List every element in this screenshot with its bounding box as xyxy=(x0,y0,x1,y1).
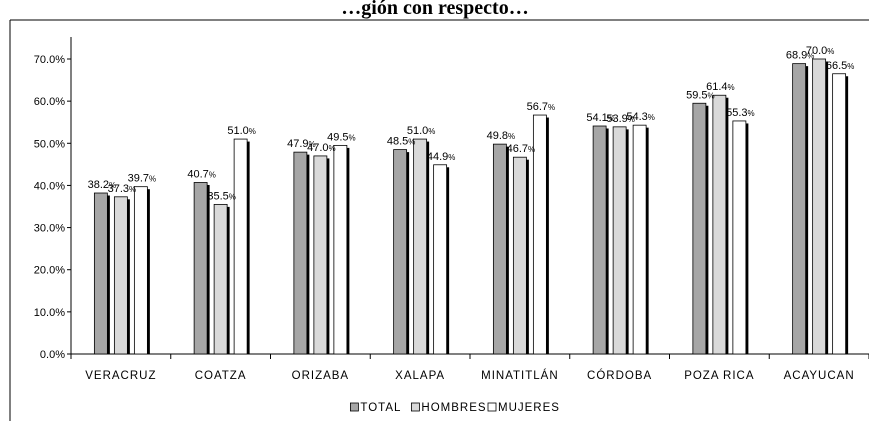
data-label: 56.7% xyxy=(527,101,556,113)
bar-hombres xyxy=(812,58,827,355)
legend: TOTAL HOMBRES MUJERES xyxy=(349,402,560,414)
bar-mujeres xyxy=(732,120,747,355)
data-label: 66.5% xyxy=(826,60,855,72)
y-tick-label: 20.0% xyxy=(34,265,65,277)
bar-hombres xyxy=(712,94,727,355)
bar-total xyxy=(692,102,707,355)
bar-mujeres xyxy=(133,186,148,355)
y-tick-label: 10.0% xyxy=(34,307,65,319)
bar-hombres xyxy=(512,156,527,355)
bar-mujeres xyxy=(433,164,448,355)
bars xyxy=(93,58,849,355)
data-label: 46.7% xyxy=(507,143,536,155)
x-tick-label: MINATITLÁN xyxy=(481,369,559,382)
legend-swatch-mujeres xyxy=(487,402,497,412)
x-tick-label: CÓRDOBA xyxy=(587,369,652,382)
y-tick-label: 0.0% xyxy=(40,349,65,361)
data-label: 61.4% xyxy=(706,81,735,93)
data-label: 68.9% xyxy=(786,50,815,62)
data-label: 37.3% xyxy=(108,183,137,195)
legend-label: MUJERES xyxy=(498,402,560,414)
bar-hombres xyxy=(413,138,428,355)
bar-total xyxy=(93,192,108,355)
bar-mujeres xyxy=(632,124,647,355)
y-tick-label: 30.0% xyxy=(34,223,65,235)
data-label: 70.0% xyxy=(806,45,835,57)
bar-total xyxy=(592,125,607,355)
data-label: 35.5% xyxy=(207,190,236,202)
x-tick-label: COATZA xyxy=(195,370,247,382)
data-label: 40.7% xyxy=(187,168,216,180)
x-tick-label: XALAPA xyxy=(395,370,445,382)
legend-label: HOMBRES xyxy=(421,402,486,414)
bar-hombres xyxy=(612,126,627,355)
data-label: 44.9% xyxy=(427,151,456,163)
data-label: 49.5% xyxy=(327,131,356,143)
y-tick-label: 50.0% xyxy=(34,138,65,150)
x-tick-label: POZA RICA xyxy=(684,370,754,382)
x-tick-label: ACAYUCAN xyxy=(784,370,855,382)
bar-total xyxy=(193,182,208,355)
bar-total xyxy=(792,63,807,355)
data-label: 51.0% xyxy=(227,125,256,137)
data-label: 47.9% xyxy=(287,138,316,150)
legend-swatch-total xyxy=(349,402,359,412)
bar-mujeres xyxy=(532,114,547,355)
data-label: 51.0% xyxy=(407,125,436,137)
bar-mujeres xyxy=(233,138,248,355)
bar-total xyxy=(293,151,308,355)
y-tick-label: 70.0% xyxy=(34,54,65,66)
bar-hombres xyxy=(113,196,128,355)
data-label: 39.7% xyxy=(128,173,157,185)
bar-mujeres xyxy=(333,144,348,355)
data-label: 49.8% xyxy=(487,130,516,142)
x-tick-label: VERACRUZ xyxy=(85,370,156,382)
data-label: 38.2% xyxy=(88,179,117,191)
bar-hombres xyxy=(313,155,328,355)
bar-total xyxy=(393,149,408,355)
data-labels: 38.2%37.3%39.7% 40.7% 35.5% 51.0% 47.9%47.0%… xyxy=(88,45,855,202)
legend-label: TOTAL xyxy=(360,402,401,414)
x-tick-label: ORIZABA xyxy=(292,370,349,382)
bar-mujeres xyxy=(832,73,847,355)
legend-swatch-hombres xyxy=(410,402,420,412)
y-tick-label: 40.0% xyxy=(34,180,65,192)
y-tick-label: 60.0% xyxy=(34,96,65,108)
chart-title: …gión con respecto… xyxy=(341,0,528,19)
data-label: 59.5% xyxy=(686,89,715,101)
bar-total xyxy=(492,143,507,355)
bar-hombres xyxy=(213,203,228,355)
data-label: 54.3% xyxy=(626,111,655,123)
data-label: 53.9% xyxy=(606,113,635,125)
data-label: 55.3% xyxy=(726,107,755,119)
data-label: 47.0% xyxy=(307,142,336,154)
data-label: 48.5% xyxy=(387,136,416,148)
data-label: 54.1% xyxy=(586,112,615,124)
